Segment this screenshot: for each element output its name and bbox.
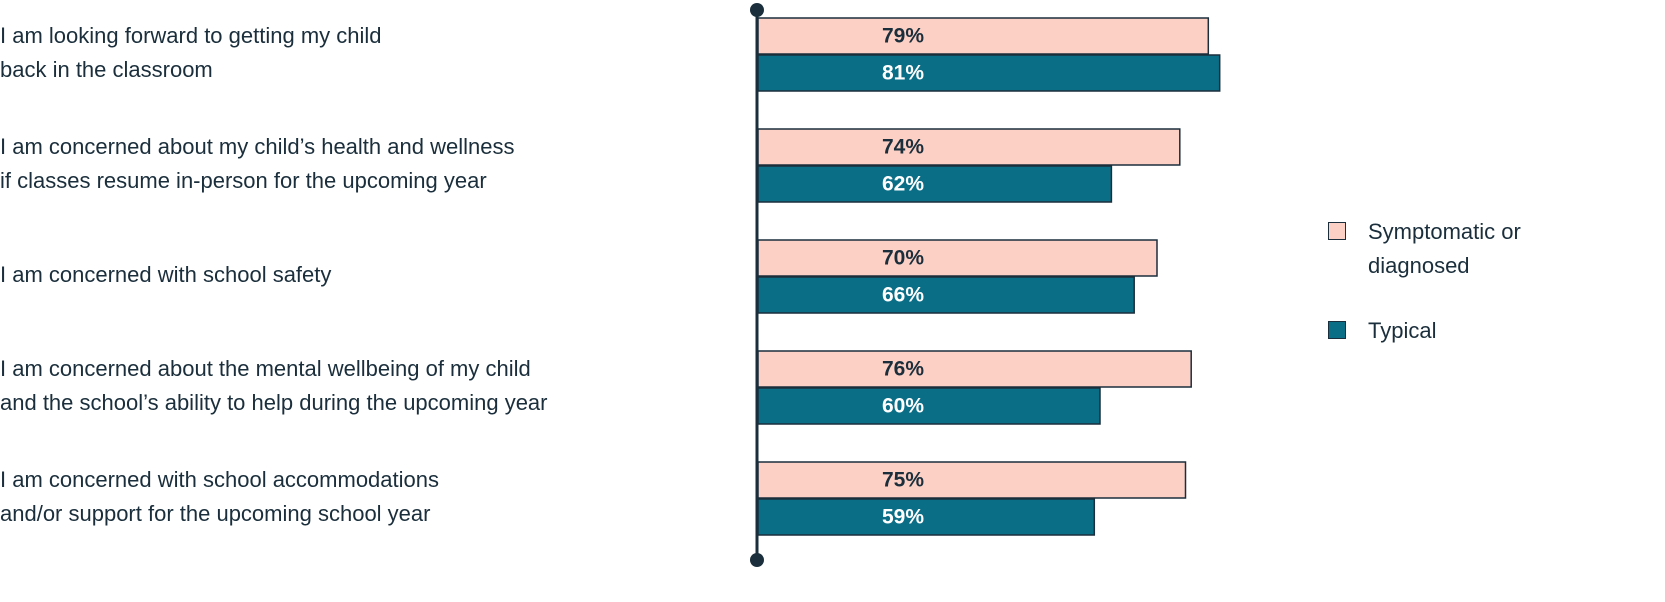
legend-label: Symptomatic or diagnosed [1368, 219, 1521, 278]
legend-swatch [1328, 222, 1346, 240]
legend-item: Typical [1328, 314, 1568, 348]
bar [757, 128, 1181, 166]
bar [757, 387, 1101, 425]
category-label: and the school’s ability to help during … [0, 390, 548, 415]
legend-item: Symptomatic or diagnosed [1328, 215, 1568, 283]
bar [757, 461, 1187, 499]
bar [757, 350, 1192, 388]
value-label: 59% [882, 506, 924, 529]
category-label: and/or support for the upcoming school y… [0, 501, 430, 526]
bar [757, 276, 1135, 314]
bar [757, 498, 1096, 536]
value-label: 76% [882, 358, 924, 381]
bar [757, 165, 1113, 203]
axis-end [750, 553, 764, 567]
value-label: 70% [882, 247, 924, 270]
category-label: I am looking forward to getting my child [0, 23, 382, 48]
category-label: I am concerned with school safety [0, 262, 331, 287]
bar [757, 17, 1210, 55]
value-label: 66% [882, 284, 924, 307]
category-label: if classes resume in-person for the upco… [0, 168, 487, 193]
legend-label: Typical [1368, 318, 1437, 343]
value-label: 74% [882, 136, 924, 159]
value-label: 79% [882, 25, 924, 48]
category-label: I am concerned about my child’s health a… [0, 134, 514, 159]
value-label: 75% [882, 469, 924, 492]
value-label: 62% [882, 173, 924, 196]
category-label: I am concerned about the mental wellbein… [0, 356, 531, 381]
category-label: back in the classroom [0, 57, 213, 82]
bar [757, 239, 1158, 277]
legend-swatch [1328, 321, 1346, 339]
value-label: 81% [882, 62, 924, 85]
value-label: 60% [882, 395, 924, 418]
bar [757, 54, 1221, 92]
category-label: I am concerned with school accommodation… [0, 467, 439, 492]
axis-end [750, 3, 764, 17]
